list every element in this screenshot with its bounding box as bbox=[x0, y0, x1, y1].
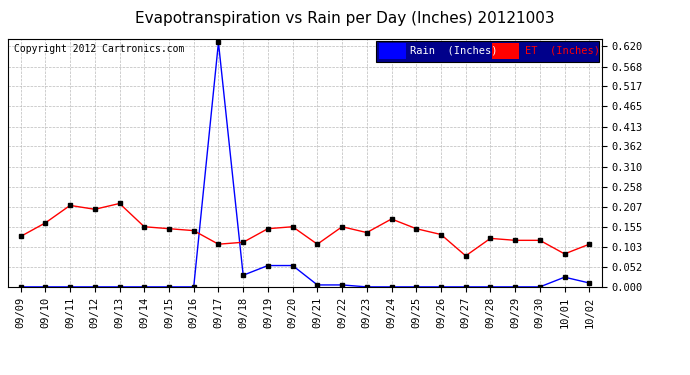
Text: Rain  (Inches): Rain (Inches) bbox=[410, 45, 497, 55]
FancyBboxPatch shape bbox=[376, 40, 599, 62]
FancyBboxPatch shape bbox=[380, 43, 406, 59]
Text: ET  (Inches): ET (Inches) bbox=[524, 45, 600, 55]
Text: Copyright 2012 Cartronics.com: Copyright 2012 Cartronics.com bbox=[14, 44, 185, 54]
Text: Evapotranspiration vs Rain per Day (Inches) 20121003: Evapotranspiration vs Rain per Day (Inch… bbox=[135, 11, 555, 26]
FancyBboxPatch shape bbox=[492, 43, 519, 59]
